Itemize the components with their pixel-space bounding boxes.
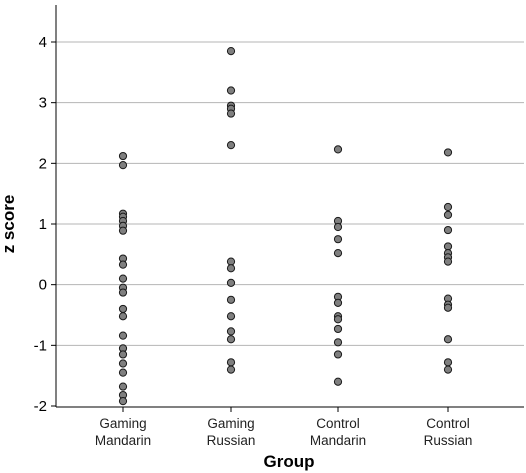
data-point <box>226 257 236 266</box>
x-tick-label: Control <box>316 416 360 431</box>
y-tick-label: 2 <box>39 155 47 172</box>
x-tick-label: Mandarin <box>310 433 366 448</box>
data-point <box>226 335 236 344</box>
data-point <box>333 350 343 359</box>
gridlines <box>56 41 524 346</box>
data-point <box>118 350 128 359</box>
x-tick-label: Russian <box>207 433 256 448</box>
y-tick-label: 0 <box>39 277 47 294</box>
data-point <box>443 365 453 374</box>
y-tick-label: -1 <box>34 337 47 354</box>
data-point <box>226 141 236 150</box>
x-tick-label: Mandarin <box>95 433 151 448</box>
x-tick-label: Control <box>426 416 470 431</box>
data-point <box>118 151 128 161</box>
data-point <box>443 210 453 219</box>
data-point <box>118 274 128 283</box>
data-point <box>118 288 128 297</box>
x-axis-title: Group <box>264 452 315 471</box>
data-point <box>443 242 453 251</box>
data-point <box>226 264 236 273</box>
data-point <box>118 304 128 314</box>
data-point <box>443 257 453 266</box>
data-point <box>118 226 128 235</box>
data-point <box>118 260 128 269</box>
data-points <box>118 47 453 406</box>
y-tick-label: 1 <box>39 216 47 233</box>
data-point <box>226 109 236 118</box>
data-point <box>443 335 453 344</box>
data-point <box>226 47 236 56</box>
y-tick-label: -2 <box>34 398 47 415</box>
data-point <box>118 312 128 321</box>
x-tick-label: Russian <box>424 433 473 448</box>
data-point <box>443 303 453 312</box>
data-point <box>333 338 343 347</box>
data-point <box>226 365 236 374</box>
data-point <box>226 327 236 336</box>
y-tick-label: 4 <box>39 34 47 51</box>
y-tick-label: 3 <box>39 95 47 112</box>
data-point <box>443 148 453 157</box>
data-point <box>333 249 343 258</box>
data-point <box>118 382 128 391</box>
data-point <box>226 312 236 321</box>
data-point <box>443 358 453 367</box>
data-point <box>443 225 453 235</box>
data-point <box>226 278 236 287</box>
data-point <box>443 202 453 212</box>
data-point <box>226 295 236 304</box>
data-point <box>333 222 343 232</box>
data-point <box>333 298 343 307</box>
data-point <box>226 86 236 95</box>
data-point <box>333 377 343 386</box>
y-axis-title: z score <box>0 195 18 254</box>
y-tick-labels: -2 -1 0 1 2 3 4 <box>34 34 56 415</box>
x-tick-label: Gaming <box>99 416 146 431</box>
data-point <box>118 359 128 368</box>
data-point <box>333 145 343 154</box>
data-point <box>118 331 128 340</box>
data-point <box>118 161 128 170</box>
data-point <box>333 324 343 334</box>
x-tick-label: Gaming <box>207 416 254 431</box>
data-point <box>333 235 343 244</box>
x-tick-labels: Gaming Mandarin Gaming Russian Control Mandar… <box>95 407 473 448</box>
data-point <box>226 358 236 367</box>
data-point <box>118 397 128 406</box>
data-point <box>118 368 128 377</box>
data-point <box>333 315 343 324</box>
